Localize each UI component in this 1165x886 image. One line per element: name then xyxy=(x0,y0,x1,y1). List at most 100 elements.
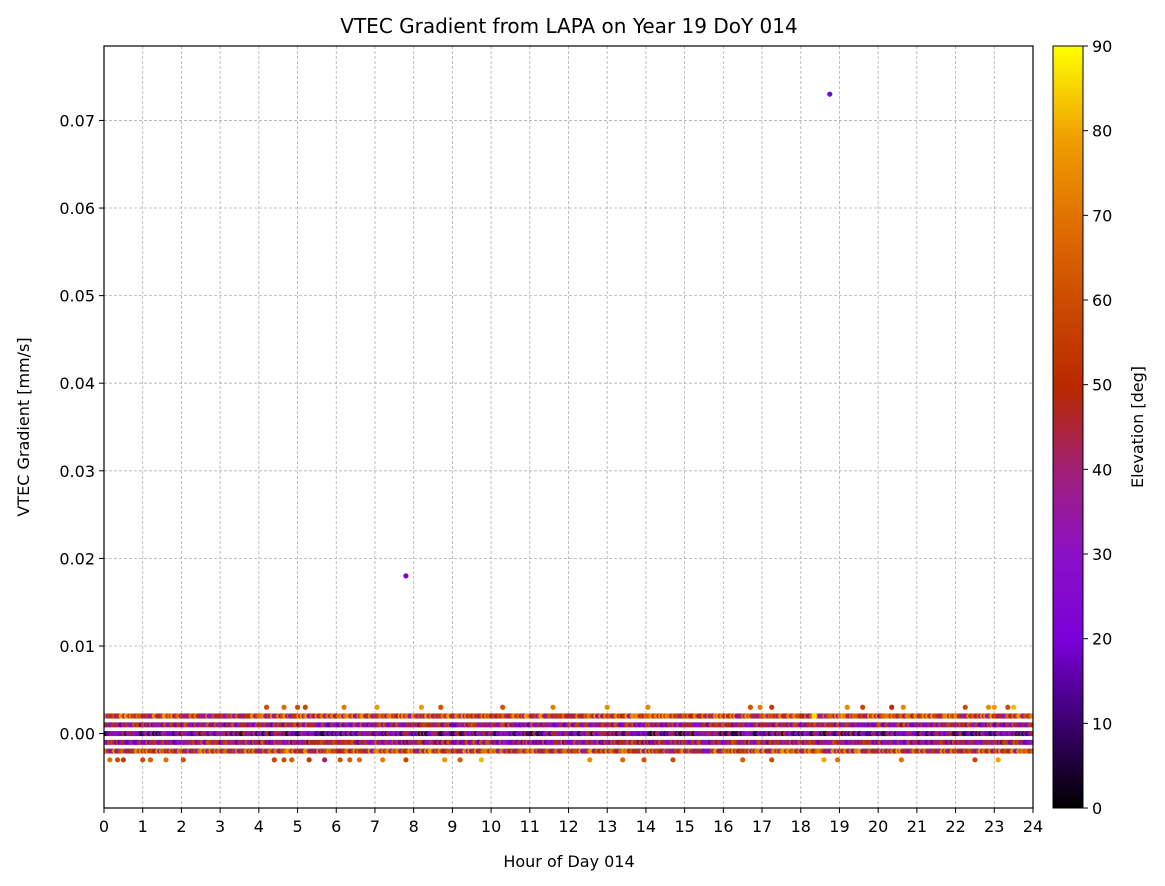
colorbar-tick-label: 40 xyxy=(1092,460,1112,479)
data-point xyxy=(478,757,485,763)
data-band xyxy=(104,722,1033,728)
x-axis-label: Hour of Day 014 xyxy=(503,852,634,871)
x-tick-label: 4 xyxy=(254,817,264,836)
data-point xyxy=(1029,722,1033,728)
data-point xyxy=(1005,704,1011,710)
data-point xyxy=(180,757,186,763)
x-tick-label: 21 xyxy=(907,817,927,836)
y-tick-label: 0.02 xyxy=(59,549,95,568)
data-point xyxy=(147,757,154,763)
data-point xyxy=(271,757,277,763)
chart-title: VTEC Gradient from LAPA on Year 19 DoY 0… xyxy=(340,14,797,38)
data-point xyxy=(587,757,593,763)
y-tick-label: 0.01 xyxy=(59,637,95,656)
data-point xyxy=(769,704,775,710)
colorbar-tick-label: 20 xyxy=(1092,630,1112,649)
data-point xyxy=(972,757,978,763)
data-point xyxy=(356,757,363,763)
data-point xyxy=(995,757,1001,763)
colorbar-tick-label: 70 xyxy=(1092,206,1112,225)
data-point xyxy=(1029,730,1033,737)
data-point xyxy=(991,704,997,710)
colorbar-tick-label: 80 xyxy=(1092,122,1112,141)
y-tick-label: 0.04 xyxy=(59,374,95,393)
data-point xyxy=(322,757,328,763)
x-tick-label: 20 xyxy=(868,817,888,836)
data-point xyxy=(811,713,817,719)
data-point xyxy=(821,757,827,763)
x-tick-label: 16 xyxy=(713,817,733,836)
data-point xyxy=(889,704,895,710)
data-point xyxy=(705,748,711,754)
data-point xyxy=(962,704,968,710)
x-tick-label: 7 xyxy=(370,817,380,836)
x-tick-label: 1 xyxy=(138,817,148,836)
data-point xyxy=(747,704,754,710)
colorbar-tick-label: 0 xyxy=(1092,799,1102,818)
x-tick-label: 18 xyxy=(791,817,811,836)
data-point xyxy=(438,704,444,710)
data-point xyxy=(163,757,169,763)
colorbar xyxy=(1052,45,1084,809)
data-point xyxy=(114,757,121,763)
colorbar-tick-label: 10 xyxy=(1092,714,1112,733)
data-point xyxy=(341,704,347,710)
x-tick-label: 13 xyxy=(597,817,617,836)
data-band xyxy=(104,713,1033,719)
x-tick-label: 2 xyxy=(176,817,186,836)
grid xyxy=(103,46,1034,808)
data-point xyxy=(294,704,301,710)
x-tick-label: 3 xyxy=(215,817,225,836)
data-point xyxy=(740,757,746,763)
x-axis-ticks: 0 1 2 3 4 5 6 7 8 9 10 11 12 13 14 15 16 17 18 19 20 21 22 23 24 xyxy=(99,808,1043,836)
x-tick-label: 10 xyxy=(481,817,501,836)
data-point xyxy=(1029,739,1033,745)
x-tick-label: 15 xyxy=(674,817,694,836)
data-point xyxy=(604,704,610,710)
data-point xyxy=(1029,748,1033,754)
data-point xyxy=(827,91,833,97)
data-band xyxy=(104,748,1033,754)
colorbar-tick-label: 90 xyxy=(1092,37,1112,56)
colorbar-tick-label: 50 xyxy=(1092,376,1112,395)
data-point xyxy=(620,757,626,763)
data-point xyxy=(1029,713,1033,719)
data-point xyxy=(898,757,904,763)
colorbar-tick-label: 30 xyxy=(1092,545,1112,564)
data-point xyxy=(380,757,386,763)
x-tick-label: 8 xyxy=(409,817,419,836)
data-point xyxy=(670,757,676,763)
y-axis-label: VTEC Gradient [mm/s] xyxy=(14,337,33,516)
data-point xyxy=(701,748,707,754)
data-point xyxy=(289,757,295,763)
data-point xyxy=(457,757,463,763)
data-point xyxy=(442,757,448,763)
x-tick-label: 14 xyxy=(636,817,656,836)
data-point xyxy=(860,704,866,710)
x-tick-label: 9 xyxy=(447,817,457,836)
data-point xyxy=(645,704,651,710)
data-point xyxy=(500,704,506,710)
data-band xyxy=(104,730,1033,737)
data-point xyxy=(418,704,425,710)
data-bands xyxy=(104,713,1033,754)
data-point xyxy=(120,757,126,763)
data-point xyxy=(769,757,775,763)
y-tick-label: 0.03 xyxy=(59,462,95,481)
y-tick-label: 0.06 xyxy=(59,199,95,218)
data-point xyxy=(281,704,287,710)
x-tick-label: 12 xyxy=(558,817,578,836)
x-tick-label: 24 xyxy=(1023,817,1043,836)
data-point xyxy=(306,757,312,763)
data-point xyxy=(337,757,343,763)
data-point xyxy=(844,704,850,710)
x-tick-label: 6 xyxy=(331,817,341,836)
x-tick-label: 23 xyxy=(984,817,1004,836)
colorbar-ticks: 0 10 20 30 40 50 60 70 80 90 xyxy=(1083,37,1112,818)
data-point xyxy=(757,704,763,710)
data-point xyxy=(281,757,287,763)
data-point xyxy=(347,757,353,763)
data-point xyxy=(302,704,308,710)
data-points xyxy=(107,91,1017,763)
